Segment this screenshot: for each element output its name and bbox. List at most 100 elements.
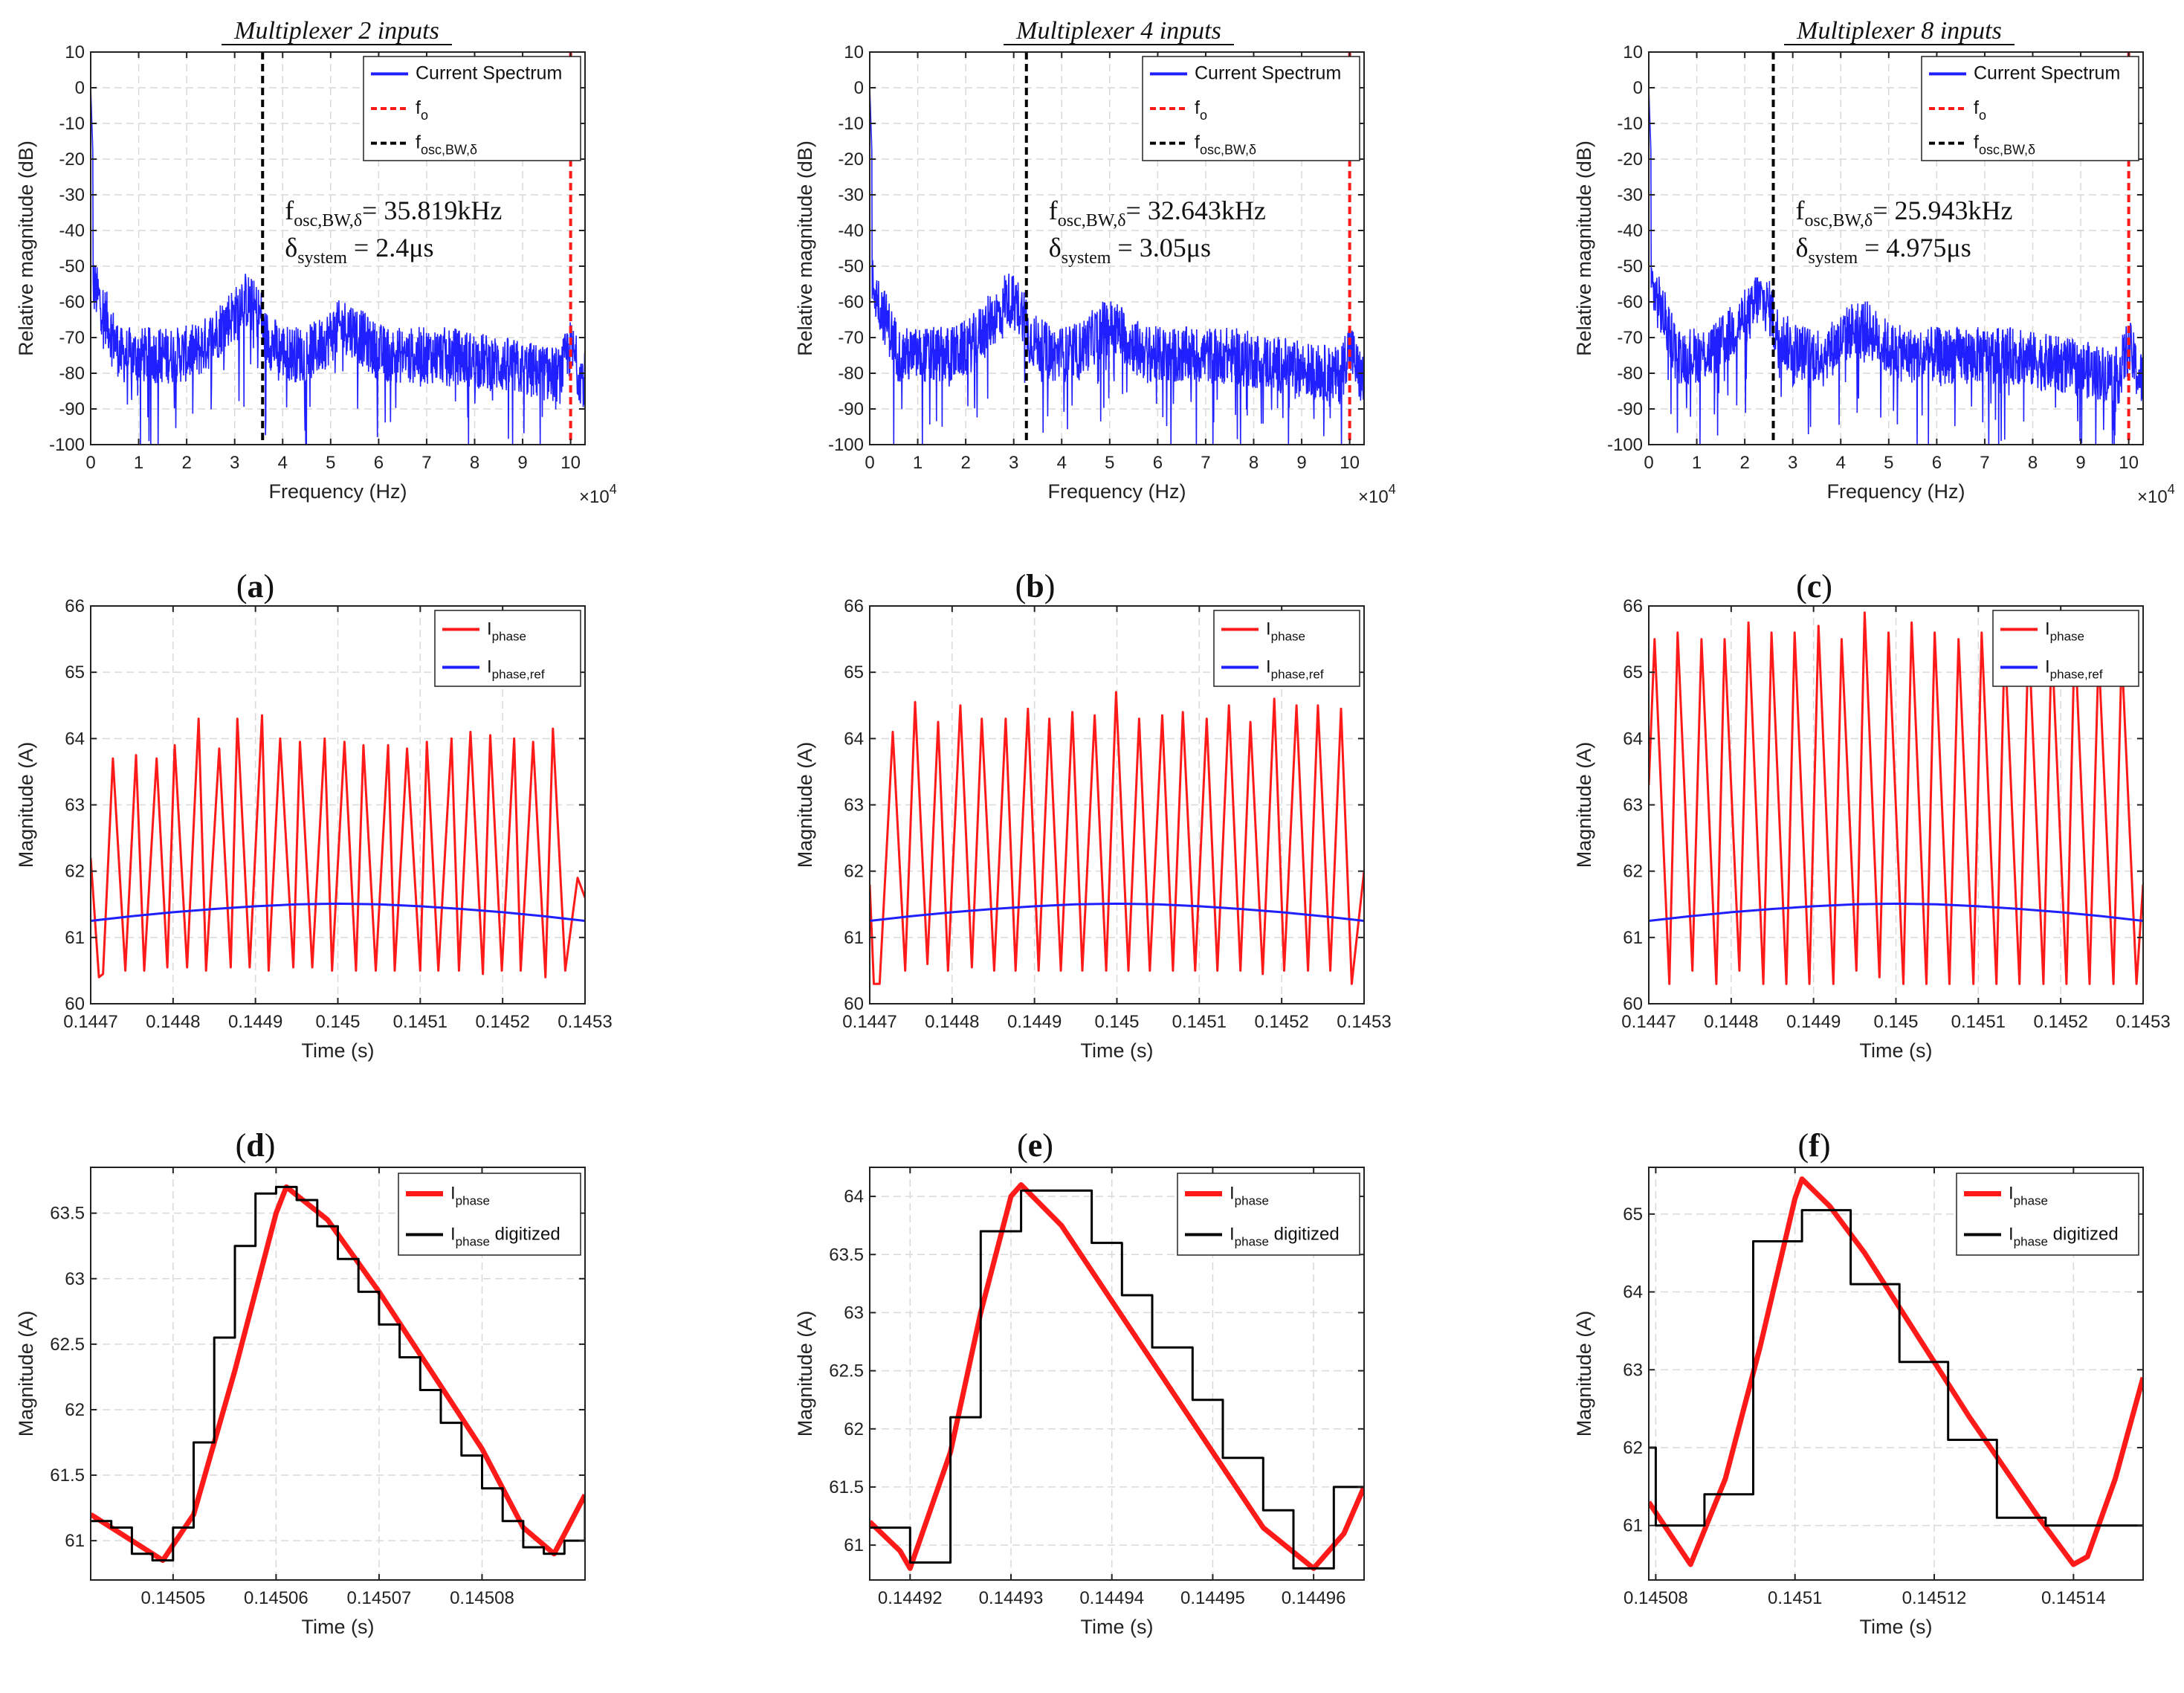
y-tick-label: 10: [1623, 42, 1643, 62]
y-tick-label: 66: [65, 596, 85, 616]
y-tick-label: 0: [1633, 78, 1643, 98]
x-axis-label: Time (s): [302, 1616, 375, 1638]
x-tick-label: 5: [1884, 453, 1893, 473]
x-tick-label: 0.1447: [1621, 1012, 1676, 1032]
x-tick-label: 0.1451: [1951, 1012, 2006, 1032]
x-tick-label: 0.14514: [2041, 1588, 2106, 1608]
series-line-i-phase: [1649, 611, 2143, 985]
x-tick-label: 7: [421, 453, 431, 473]
x-axis-label: Time (s): [1081, 1039, 1154, 1062]
y-axis-label: Relative magnitude (dB): [794, 141, 816, 356]
y-tick-label: -100: [49, 435, 85, 455]
y-tick-label: 62.5: [829, 1361, 864, 1381]
panel-h: 0.14492 0.14493 0.14494 0.14495 0.14496 61 61.…: [794, 1167, 1365, 1638]
y-tick-label: -80: [1617, 364, 1643, 384]
x-multiplier: ×104: [2137, 482, 2175, 507]
series-line-i-phase-ref: [870, 902, 1364, 922]
y-tick-label: 65: [65, 662, 85, 683]
x-tick-label: 0.14507: [347, 1588, 412, 1608]
legend-box: [398, 1173, 581, 1256]
x-tick-label: 4: [278, 453, 288, 473]
panel-b: 0 1 2 3 4 5 6 7 8 9 10-100-90-80-70-60-50-40-30-20…: [794, 42, 1396, 604]
x-tick-label: 2: [1739, 453, 1749, 473]
legend: Iphase Iphase,ref: [1992, 610, 2139, 687]
legend-box: [1992, 610, 2139, 687]
legend-label: fosc,BW,δ: [1974, 132, 2035, 158]
y-tick-label: 63.5: [50, 1204, 85, 1224]
y-axis-label: Magnitude (A): [15, 1311, 37, 1437]
y-tick-label: 63: [844, 796, 864, 816]
x-tick-label: 1: [134, 453, 143, 473]
y-tick-label: -10: [1617, 114, 1643, 134]
annotation-delta: δsystem = 2.4μs: [285, 233, 433, 268]
spectrum-series: [91, 87, 585, 445]
series-line-i-phase-digitized: [1649, 1209, 2143, 1527]
x-tick-label: 0.1452: [1254, 1012, 1308, 1032]
y-tick-label: 62.5: [50, 1335, 85, 1355]
x-tick-label: 0: [85, 453, 95, 473]
y-tick-label: 65: [1623, 1205, 1643, 1225]
legend-label: Iphase digitized: [2009, 1225, 2119, 1249]
x-tick-label: 6: [1153, 453, 1163, 473]
x-tick-label: 7: [1201, 453, 1210, 473]
x-tick-label: 0.1447: [842, 1012, 896, 1032]
x-tick-label: 4: [1057, 453, 1067, 473]
x-tick-label: 0.1448: [925, 1012, 979, 1032]
legend: Current Spectrum fo fosc,BW,δ: [1921, 56, 2139, 161]
y-tick-label: 0: [854, 78, 864, 98]
y-tick-label: -40: [59, 221, 85, 241]
legend-label: Iphase: [450, 1184, 490, 1208]
legend-label: Iphase digitized: [1230, 1225, 1340, 1249]
y-tick-label: 65: [844, 662, 864, 683]
legend-label: Iphase digitized: [450, 1225, 560, 1249]
axes-frame: [90, 51, 586, 445]
x-tick-label: 0.14512: [1902, 1588, 1967, 1608]
axes-frame: [869, 1167, 1365, 1581]
y-tick-label: -70: [59, 328, 85, 348]
y-tick-label: -70: [1617, 328, 1643, 348]
y-tick-label: 62: [1623, 1438, 1643, 1458]
x-tick-label: 0.1448: [1704, 1012, 1758, 1032]
x-tick-label: 0.145: [1094, 1012, 1139, 1032]
y-axis-label: Magnitude (A): [15, 742, 37, 868]
series-line-i-phase: [91, 1184, 585, 1564]
legend-box: [1956, 1173, 2139, 1256]
x-tick-label: 5: [326, 453, 335, 473]
x-tick-label: 0.14508: [1624, 1588, 1688, 1608]
y-tick-label: -20: [59, 149, 85, 170]
x-tick-label: 8: [470, 453, 479, 473]
legend-label: Iphase: [1266, 619, 1305, 644]
legend: Iphase Iphase digitized: [398, 1173, 581, 1256]
y-tick-label: 60: [844, 994, 864, 1014]
y-tick-label: 63: [1623, 796, 1643, 816]
x-tick-label: 8: [1249, 453, 1259, 473]
x-tick-label: 0.1451: [1768, 1588, 1822, 1608]
y-axis-label: Magnitude (A): [794, 1311, 816, 1437]
y-tick-label: 62: [1623, 862, 1643, 882]
panel-a: 0 1 2 3 4 5 6 7 8 9 10-100-90-80-70-60-50-40-30-20…: [15, 42, 617, 604]
x-tick-label: 3: [230, 453, 239, 473]
legend: Iphase Iphase digitized: [1177, 1173, 1360, 1256]
x-tick-label: 10: [560, 453, 581, 473]
spectrum-series: [1649, 87, 2143, 445]
axes-frame: [1648, 51, 2144, 445]
x-tick-label: 0.14495: [1180, 1588, 1245, 1608]
legend-label: fo: [416, 97, 428, 123]
x-tick-label: 0.1452: [2033, 1012, 2087, 1032]
x-tick-label: 0.1451: [1172, 1012, 1227, 1032]
x-multiplier: ×104: [579, 482, 617, 507]
y-tick-label: -50: [1617, 257, 1643, 277]
y-tick-label: 63.5: [829, 1245, 864, 1265]
y-tick-label: 61: [844, 1535, 864, 1555]
x-tick-label: 5: [1105, 453, 1114, 473]
legend: Iphase Iphase digitized: [1956, 1173, 2139, 1256]
y-tick-label: -20: [1617, 149, 1643, 170]
y-tick-label: -60: [1617, 292, 1643, 312]
y-tick-label: 62: [844, 862, 864, 882]
x-axis-label: Time (s): [1081, 1616, 1154, 1638]
x-tick-label: 8: [2028, 453, 2038, 473]
legend: Iphase Iphase,ref: [1213, 610, 1360, 687]
x-tick-label: 0.1447: [63, 1012, 117, 1032]
y-tick-label: 63: [1623, 1360, 1643, 1380]
series-line-i-phase: [91, 714, 585, 978]
